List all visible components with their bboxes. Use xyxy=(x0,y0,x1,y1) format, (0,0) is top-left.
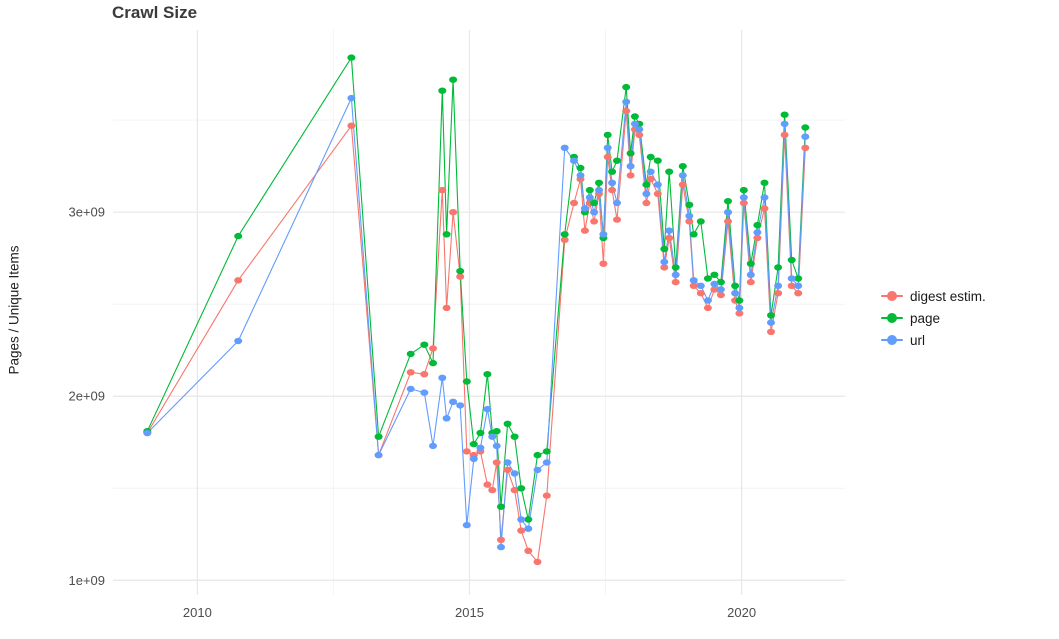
chart-title: Crawl Size xyxy=(112,3,198,22)
svg-text:2010: 2010 xyxy=(183,605,212,620)
legend: digest estim. page url xyxy=(880,288,986,348)
legend-label-url: url xyxy=(910,332,926,348)
legend-item-page: page xyxy=(880,310,986,326)
legend-label-digest-estim: digest estim. xyxy=(910,288,986,304)
legend-label-page: page xyxy=(910,310,941,326)
legend-key-page-icon xyxy=(880,310,904,326)
svg-text:1e+09: 1e+09 xyxy=(68,573,105,588)
svg-text:2e+09: 2e+09 xyxy=(68,389,105,404)
svg-text:2020: 2020 xyxy=(727,605,756,620)
legend-item-digest-estim: digest estim. xyxy=(880,288,986,304)
svg-text:2015: 2015 xyxy=(455,605,484,620)
svg-text:3e+09: 3e+09 xyxy=(68,205,105,220)
legend-item-url: url xyxy=(880,332,986,348)
y-axis-label: Pages / Unique Items xyxy=(6,245,22,375)
legend-key-url-icon xyxy=(880,332,904,348)
legend-key-digest-icon xyxy=(880,288,904,304)
